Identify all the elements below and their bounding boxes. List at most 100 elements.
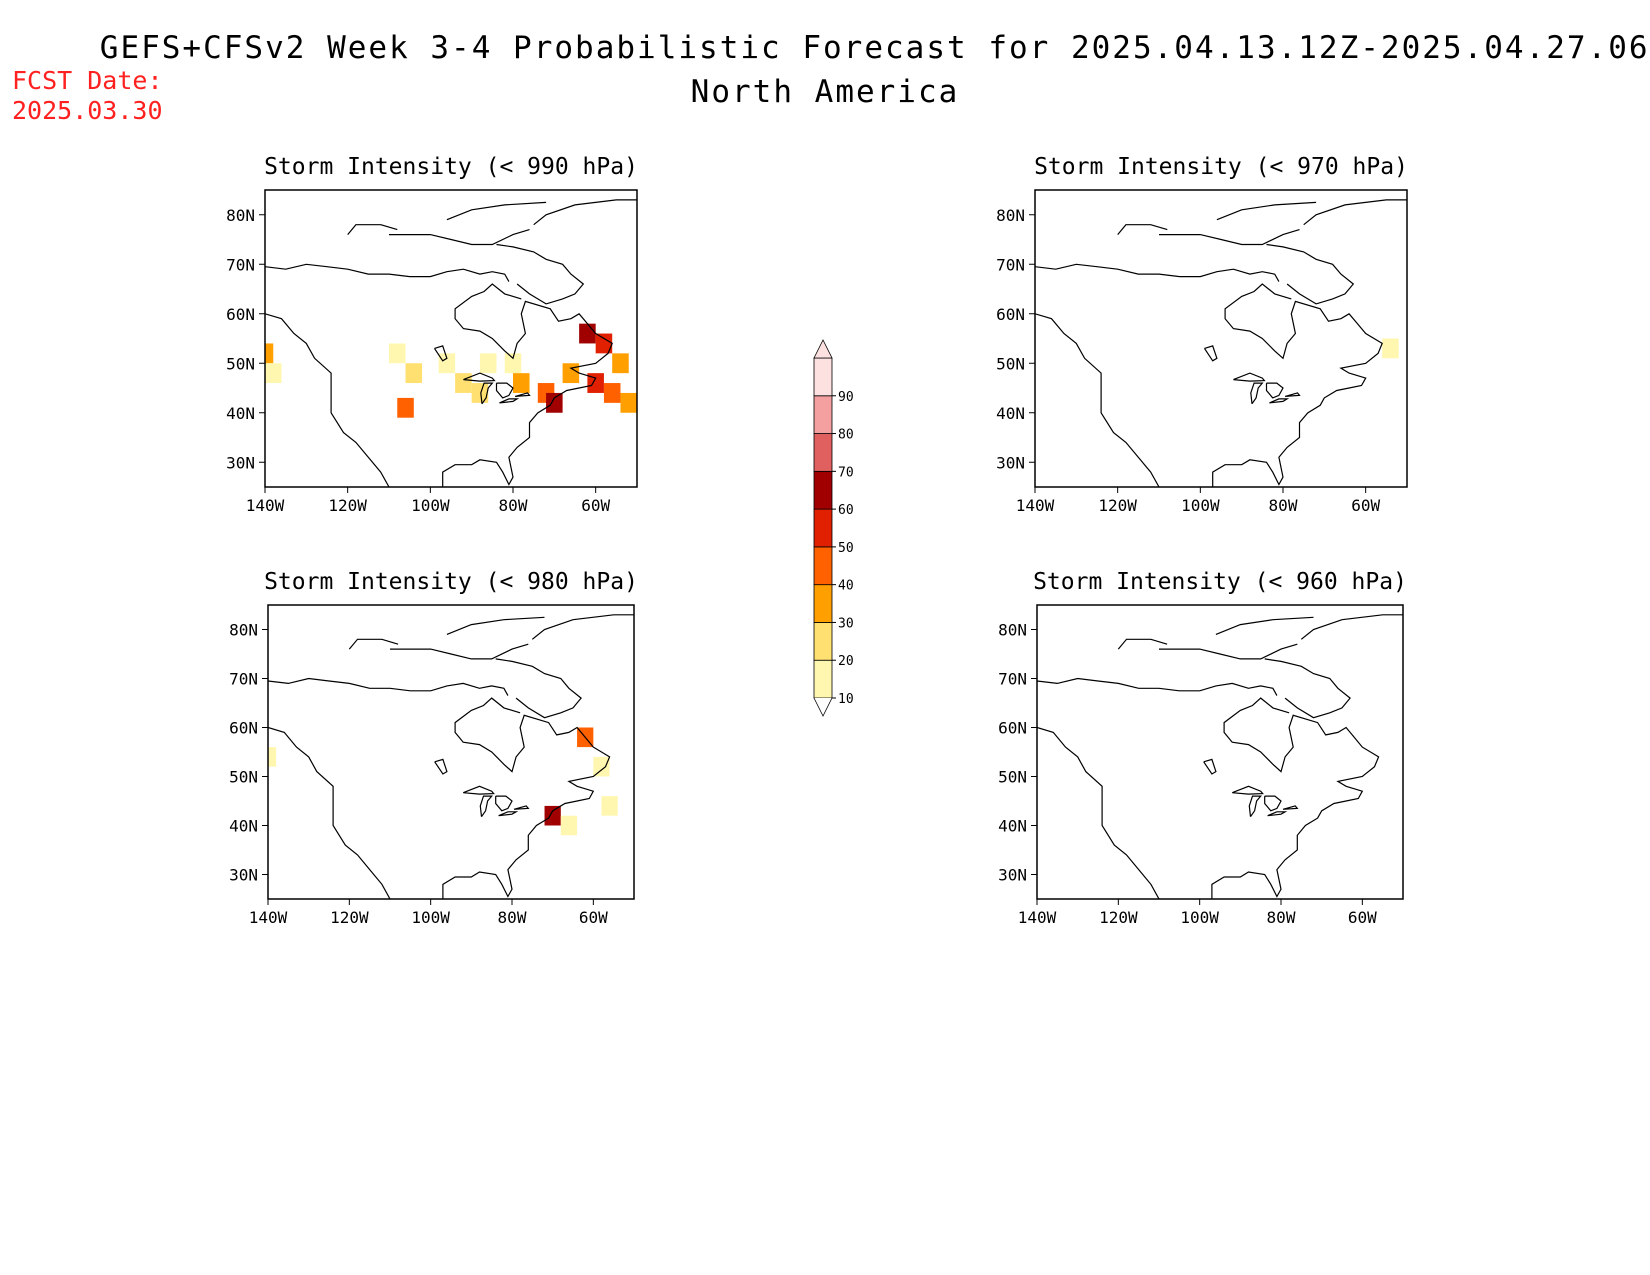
probability-cell (579, 323, 596, 344)
colorbar-segment (813, 433, 833, 472)
probability-cell (595, 333, 613, 354)
lat-tick-label: 60N (226, 305, 255, 324)
probability-cell (620, 392, 637, 413)
panel-title: Storm Intensity (< 970 hPa) (1034, 154, 1408, 180)
lat-tick-label: 50N (229, 768, 258, 787)
forecast-title: GEFS+CFSv2 Week 3-4 Probabilistic Foreca… (99, 30, 1650, 66)
lat-tick-label: 80N (998, 621, 1027, 640)
lat-tick-label: 60N (229, 719, 258, 738)
colorbar-label: 30 (838, 616, 854, 631)
colorbar-label: 40 (838, 579, 854, 594)
lat-tick-label: 40N (996, 404, 1025, 423)
lon-tick-label: 80W (1269, 496, 1298, 515)
colorbar-segment (813, 546, 833, 586)
lat-tick-label: 30N (996, 453, 1025, 472)
probability-cell (544, 805, 561, 826)
colorbar-bottom-arrow (813, 697, 833, 717)
lon-tick-label: 60W (579, 908, 608, 927)
lat-tick-label: 60N (998, 719, 1027, 738)
lon-tick-label: 140W (246, 496, 285, 515)
lon-tick-label: 100W (411, 496, 450, 515)
lon-tick-label: 140W (1018, 908, 1057, 927)
lon-tick-label: 140W (1016, 496, 1055, 515)
map-frame (267, 604, 635, 900)
panel-title: Storm Intensity (< 990 hPa) (264, 154, 638, 180)
probability-cell (397, 397, 414, 418)
colorbar-segment (813, 622, 833, 661)
lat-tick-label: 60N (996, 305, 1025, 324)
colorbar-label: 20 (838, 654, 854, 669)
panel-p960: Storm Intensity (< 960 hPa) 80N 70N 60N 50N 4… (998, 569, 1407, 927)
lat-tick-label: 50N (996, 354, 1025, 373)
probability-cell (562, 363, 580, 384)
lat-tick-label: 30N (229, 866, 258, 885)
probability-cell (265, 363, 282, 384)
colorbar-segment (813, 584, 833, 623)
lon-tick-label: 120W (330, 908, 369, 927)
lon-tick-label: 120W (328, 496, 367, 515)
region-subtitle: North America (690, 74, 960, 110)
probability-cell (504, 353, 522, 374)
colorbar-segment (813, 395, 833, 434)
colorbar-segment (813, 508, 833, 548)
lat-tick-label: 70N (226, 255, 255, 274)
probability-cell (471, 383, 489, 403)
lon-tick-label: 80W (499, 496, 528, 515)
lon-tick-label: 100W (411, 908, 450, 927)
panel-p990: Storm Intensity (< 990 hPa) 80N 70N 60N 50N 4… (226, 154, 638, 515)
colorbar-segment (813, 470, 833, 510)
lon-tick-label: 60W (1348, 908, 1377, 927)
probability-cell (601, 796, 618, 816)
probability-cell (268, 747, 277, 767)
probability-cell (1382, 338, 1399, 359)
probability-cell (405, 363, 423, 384)
lon-tick-label: 100W (1180, 908, 1219, 927)
map-frame (264, 189, 638, 488)
fcst-date-value: 2025.03.30 (12, 96, 163, 125)
probability-cell (603, 383, 621, 403)
probability-cell (265, 343, 274, 364)
lat-tick-label: 80N (226, 206, 255, 225)
lat-tick-label: 30N (226, 453, 255, 472)
colorbar-label: 70 (838, 465, 854, 480)
lat-tick-label: 40N (229, 817, 258, 836)
panel-p970: Storm Intensity (< 970 hPa) 80N 70N 60N 50N 4… (996, 154, 1408, 515)
lat-tick-label: 80N (229, 621, 258, 640)
probability-cell (513, 373, 530, 393)
coastline (1037, 614, 1403, 899)
probability-cell (455, 373, 472, 393)
colorbar-label: 50 (838, 541, 854, 556)
colorbar-label: 90 (838, 390, 854, 405)
probability-cell (438, 353, 456, 374)
map-frame (1036, 604, 1404, 900)
fcst-date-label: FCST Date: (12, 66, 163, 95)
probability-cell (612, 353, 629, 374)
coastline (1035, 199, 1407, 487)
lat-tick-label: 70N (229, 670, 258, 689)
lat-tick-label: 50N (998, 768, 1027, 787)
probability-cell (593, 756, 610, 777)
colorbar-top-arrow (813, 339, 833, 359)
panel-title: Storm Intensity (< 980 hPa) (264, 569, 638, 595)
probability-cell (546, 392, 563, 413)
panel-p980: Storm Intensity (< 980 hPa) 80N 70N 60N 50N 4… (229, 569, 638, 927)
colorbar-label: 60 (838, 503, 854, 518)
lat-tick-label: 40N (998, 817, 1027, 836)
panel-title: Storm Intensity (< 960 hPa) (1033, 569, 1407, 595)
colorbar-label: 10 (838, 692, 854, 707)
lon-tick-label: 60W (581, 496, 610, 515)
lon-tick-label: 120W (1099, 908, 1138, 927)
lon-tick-label: 80W (1267, 908, 1296, 927)
lon-tick-label: 100W (1181, 496, 1220, 515)
colorbar-label: 80 (838, 428, 854, 443)
lat-tick-label: 80N (996, 206, 1025, 225)
map-frame (1034, 189, 1408, 488)
coastline (265, 199, 637, 487)
lat-tick-label: 70N (996, 255, 1025, 274)
probability-cell (389, 343, 406, 364)
probability-cell (587, 373, 604, 393)
colorbar-segment (813, 357, 833, 397)
lon-tick-label: 80W (498, 908, 527, 927)
probability-cell (560, 815, 578, 836)
